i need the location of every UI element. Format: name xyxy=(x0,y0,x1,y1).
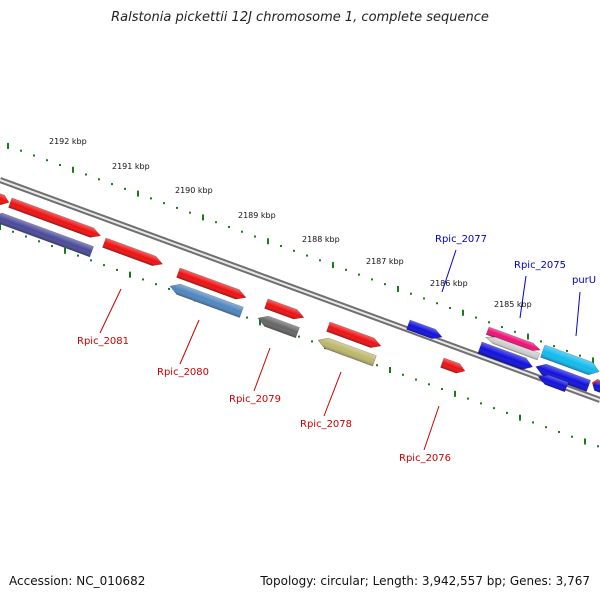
gene-g_a[interactable] xyxy=(0,189,11,207)
gene-g_f[interactable] xyxy=(326,321,383,351)
gene-shade xyxy=(485,337,540,360)
scale-label: 2187 kbp xyxy=(366,257,404,266)
scale-label: 2190 kbp xyxy=(175,186,213,195)
map-title: Ralstonia pickettii 12J chromosome 1, co… xyxy=(111,10,489,25)
gene-labels: Rpic_2077 purU Rpic_2081 Rpic_2080 Rpic_2079… xyxy=(77,234,596,464)
scale-label: 2191 kbp xyxy=(112,162,150,171)
gene-puru[interactable] xyxy=(540,344,600,378)
gene-label-rpic_2081[interactable]: Rpic_2081 xyxy=(77,336,129,347)
gene-rpic_2081[interactable] xyxy=(0,210,94,258)
gene-shade xyxy=(540,345,600,375)
gene-label-rpic_2075[interactable]: Rpic_2075 xyxy=(514,260,566,271)
gene-shade xyxy=(258,316,300,338)
gene-label-rpic_2080[interactable]: Rpic_2080 xyxy=(157,367,209,378)
gene-shade xyxy=(535,364,591,392)
label-leader xyxy=(519,275,527,319)
scale-label: 2185 kbp xyxy=(494,300,532,309)
scale-label: 2186 kbp xyxy=(430,279,468,288)
gene-rpic_2077[interactable] xyxy=(406,319,444,342)
gene-shade xyxy=(176,268,246,300)
gene-label-rpic_2079[interactable]: Rpic_2079 xyxy=(229,394,281,405)
label-leader xyxy=(441,249,457,293)
gene-shade xyxy=(318,338,377,366)
gene-shade xyxy=(326,322,381,348)
gene-shade xyxy=(0,213,94,257)
gene-shade xyxy=(477,342,533,370)
label-leader xyxy=(99,288,122,334)
scale-label: 2192 kbp xyxy=(49,137,87,146)
gene-features xyxy=(0,189,600,394)
gene-shade xyxy=(486,327,541,351)
label-leader xyxy=(575,291,581,337)
gene-shade xyxy=(440,358,465,374)
gene-g_g[interactable] xyxy=(440,357,467,376)
gene-g_i[interactable] xyxy=(485,326,541,354)
gene-rpic_2075[interactable] xyxy=(485,334,540,361)
gene-g_d[interactable] xyxy=(176,267,248,302)
gene-shade xyxy=(0,190,9,205)
gene-g_k[interactable] xyxy=(477,341,535,373)
gene-label-rpic_2078[interactable]: Rpic_2078 xyxy=(300,419,352,430)
gene-g_c[interactable] xyxy=(102,237,165,269)
gene-g_t[interactable] xyxy=(592,380,600,394)
gene-label-rpic_2077[interactable]: Rpic_2077 xyxy=(435,234,487,245)
gene-shade xyxy=(406,320,443,339)
backbone xyxy=(0,177,600,403)
gene-g_e[interactable] xyxy=(264,298,306,322)
gene-label-rpic_2076[interactable]: Rpic_2076 xyxy=(399,453,451,464)
gene-label-puru[interactable]: purU xyxy=(572,275,596,286)
accession-text: Accession: NC_010682 xyxy=(9,574,146,588)
scale-label: 2189 kbp xyxy=(238,211,276,220)
gene-shade xyxy=(593,381,600,393)
topology-summary: Topology: circular; Length: 3,942,557 bp… xyxy=(260,574,590,588)
gene-g_b[interactable] xyxy=(8,197,103,240)
gene-shade xyxy=(170,284,244,318)
gene-rpic_2078[interactable] xyxy=(316,335,377,367)
gene-shade xyxy=(264,299,304,320)
gene-shade xyxy=(538,375,569,392)
gene-rpic_2079[interactable] xyxy=(256,313,300,339)
scale-label: 2188 kbp xyxy=(302,235,340,244)
label-leader xyxy=(179,319,200,365)
gene-shade xyxy=(102,238,163,266)
label-leader xyxy=(423,405,440,451)
gene-rpic_2080[interactable] xyxy=(168,281,244,318)
gene-shade xyxy=(8,198,101,238)
gene-g_s[interactable] xyxy=(537,372,569,393)
label-leader xyxy=(253,347,271,392)
label-leader xyxy=(323,371,342,417)
backbone-highlight xyxy=(0,179,600,401)
